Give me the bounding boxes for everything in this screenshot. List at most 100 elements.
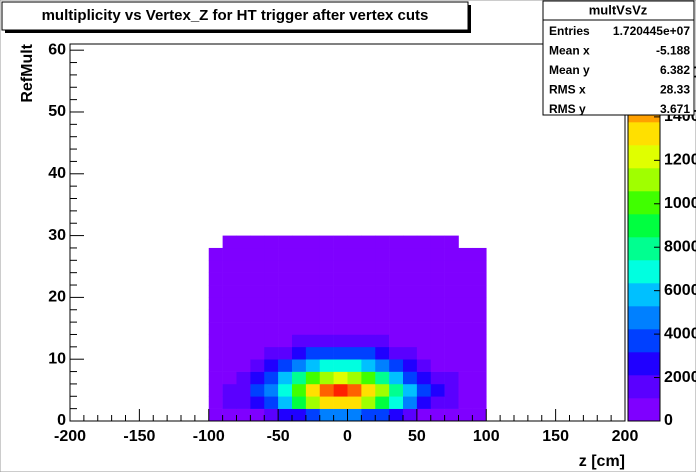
cell [430, 260, 445, 273]
cell [305, 346, 321, 360]
z-tick-label: 8000 [664, 238, 696, 255]
cell [458, 309, 473, 323]
cell [403, 371, 418, 385]
stats-frame [542, 0, 695, 116]
cell [375, 297, 390, 311]
cell [208, 285, 223, 298]
cell [208, 408, 223, 422]
cell [403, 334, 418, 348]
cell [292, 260, 307, 273]
cell [361, 260, 376, 273]
cell [403, 322, 418, 335]
cell [403, 235, 418, 249]
cell [236, 272, 251, 286]
cell [389, 272, 404, 286]
cell [264, 322, 279, 335]
cell [305, 371, 321, 385]
cell [278, 297, 293, 311]
cell [416, 408, 432, 422]
cell [458, 334, 473, 348]
cell [208, 260, 223, 273]
cell [222, 396, 237, 409]
cell [305, 322, 321, 335]
palette-swatch [628, 329, 660, 353]
cell [208, 396, 223, 409]
cell [319, 383, 334, 397]
cell [444, 285, 459, 298]
cell [472, 383, 487, 397]
cell [347, 247, 362, 261]
cell [264, 371, 279, 385]
cell [236, 297, 251, 311]
cell [292, 322, 307, 335]
cell [319, 371, 334, 385]
cell [250, 260, 265, 273]
cell [347, 334, 362, 348]
cell [236, 359, 251, 372]
cell [403, 247, 418, 261]
cell [305, 359, 321, 372]
cell [430, 235, 445, 249]
cell [236, 285, 251, 298]
cell [444, 297, 459, 311]
y-tick-label: 50 [48, 103, 66, 120]
cell [305, 285, 321, 298]
cell [444, 396, 459, 409]
cell [389, 322, 404, 335]
cell [292, 396, 307, 409]
cell [222, 383, 237, 397]
y-tick-label: 0 [57, 412, 66, 429]
cell [375, 309, 390, 323]
cell [305, 334, 321, 348]
cell [292, 383, 307, 397]
cell [403, 260, 418, 273]
stats-label: RMS x [549, 83, 586, 97]
cell [472, 359, 487, 372]
cell [389, 247, 404, 261]
cell [333, 260, 348, 273]
cell [458, 285, 473, 298]
y-tick-label: 60 [48, 41, 66, 58]
cell [292, 297, 307, 311]
cell [375, 235, 390, 249]
cell [222, 359, 237, 372]
cell [333, 371, 348, 385]
cell [375, 371, 390, 385]
cell [403, 396, 418, 409]
cell [375, 247, 390, 261]
cell [264, 272, 279, 286]
cell [389, 334, 404, 348]
cell [472, 396, 487, 409]
cell [375, 346, 390, 360]
cell [347, 297, 362, 311]
cell [403, 346, 418, 360]
cell [375, 396, 390, 409]
cell [278, 359, 293, 372]
cell [375, 383, 390, 397]
cell [444, 260, 459, 273]
cell [264, 235, 279, 249]
cell [458, 359, 473, 372]
cell [347, 383, 362, 397]
cell [305, 260, 321, 273]
cell [430, 408, 445, 422]
cell [472, 309, 487, 323]
cell [250, 383, 265, 397]
cell [319, 322, 334, 335]
y-tick-label: 20 [48, 289, 66, 306]
stats-label: Mean y [549, 63, 590, 77]
cell [319, 309, 334, 323]
cell [444, 322, 459, 335]
cell [250, 322, 265, 335]
cell [430, 247, 445, 261]
cell [333, 309, 348, 323]
cell [250, 359, 265, 372]
cell [250, 408, 265, 422]
cell [319, 260, 334, 273]
cell [472, 247, 487, 261]
cell [236, 408, 251, 422]
cell [361, 285, 376, 298]
y-tick-label: 10 [48, 350, 66, 367]
cell [278, 235, 293, 249]
cell [208, 371, 223, 385]
